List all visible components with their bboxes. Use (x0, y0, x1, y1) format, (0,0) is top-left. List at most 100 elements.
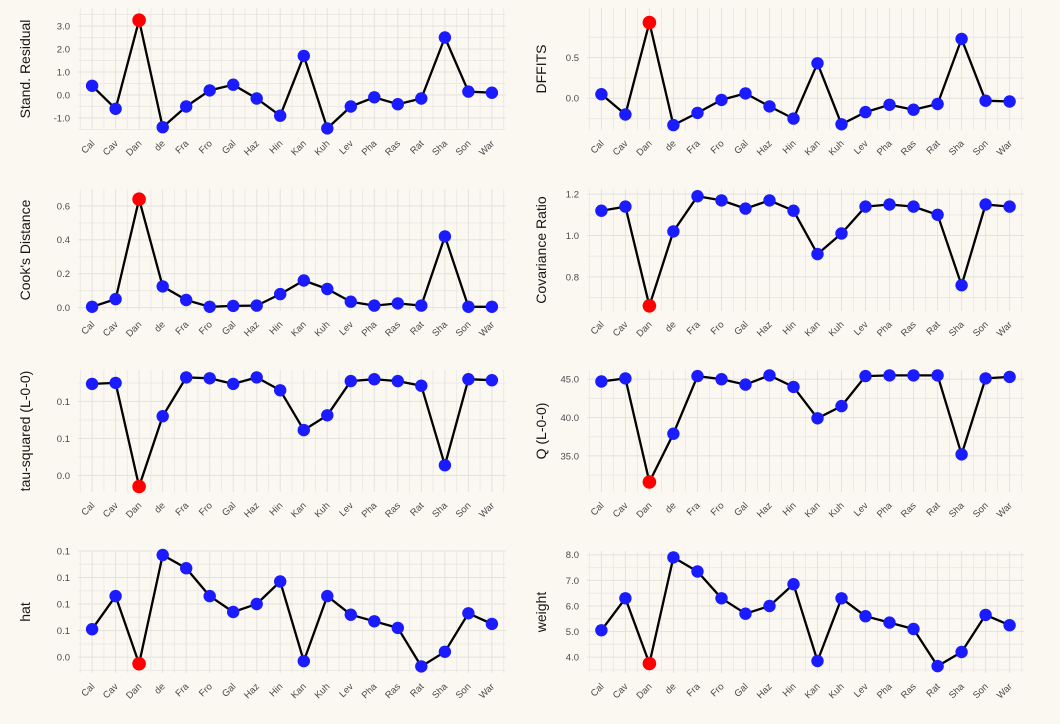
data-point-Dan-highlighted (642, 656, 657, 671)
x-tick-label: War (477, 319, 497, 339)
x-tick-label: Gal (220, 681, 238, 699)
data-point-Fro (203, 84, 216, 97)
x-tick-label: Cal (79, 681, 97, 699)
x-tick-label: Pha (360, 138, 380, 158)
y-axis-title: hat (17, 602, 33, 622)
x-tick-label: Dan (124, 500, 144, 520)
x-tick-label: de (153, 319, 168, 334)
y-axis-title: DFFITS (533, 45, 549, 94)
data-point-Sha (955, 645, 968, 659)
x-tick-label: Rat (924, 500, 942, 518)
data-point-Sha (438, 230, 452, 243)
data-point-Kan (297, 654, 310, 668)
x-tick-label: Ras (383, 138, 403, 158)
data-point-Pha (883, 616, 896, 629)
x-tick-label: Fra (173, 138, 191, 156)
data-point-Kan (811, 247, 824, 261)
x-tick-label: Gal (732, 681, 750, 699)
x-tick-label: Sha (430, 681, 450, 701)
tau-squared-chart: 0.1 0.1 0.0 Cal Cav Dan de Fra Fro Gal Haz Hin Kan Ku… (17, 370, 506, 520)
data-points (85, 192, 499, 313)
data-point-Cav (109, 376, 122, 390)
x-tick-label: Kan (803, 681, 823, 701)
series-line (600, 195, 1011, 307)
data-point-Ras (391, 98, 404, 111)
x-tick-label: Dan (124, 138, 144, 158)
data-point-Fra (691, 106, 704, 120)
x-tick-label: Cav (611, 138, 631, 158)
x-tick-label: Rat (408, 319, 426, 337)
x-tick-label: Cal (589, 500, 607, 518)
y-tick-label: 1.0 (57, 67, 70, 78)
y-axis-title: Q (L-0-0) (533, 403, 549, 460)
x-tick-label: Fra (173, 319, 191, 337)
x-tick-label: Sha (430, 500, 450, 520)
y-tick-label: 0.1 (57, 599, 70, 610)
data-point-Dan-highlighted (642, 15, 657, 30)
data-point-Rat (415, 92, 428, 105)
y-tick-label: -1.0 (54, 113, 70, 124)
data-point-Son (462, 85, 475, 98)
x-tick-label: Pha (875, 681, 895, 701)
x-tick-label: Haz (242, 138, 262, 158)
x-tick-label: Fra (685, 681, 703, 699)
y-tick-label: 8.0 (566, 550, 579, 561)
data-point-Cav (619, 108, 632, 121)
y-axis-title: tau-squared (L-0-0) (17, 371, 33, 492)
y-tick-label: 0.5 (566, 53, 579, 64)
y-tick-label: 0.8 (566, 272, 579, 283)
x-tick-label: Lev (337, 138, 356, 157)
data-point-Rat (931, 659, 944, 673)
data-point-Haz (250, 92, 263, 105)
data-point-Hin (787, 112, 800, 125)
data-point-Fra (691, 369, 704, 383)
data-point-Cav (619, 592, 632, 605)
x-tick-label: de (663, 500, 678, 515)
y-tick-label: 0.0 (57, 652, 70, 663)
y-axis-title: Covariance Ratio (533, 196, 549, 304)
data-point-Hin (274, 109, 287, 122)
x-tick-label: Fra (173, 500, 191, 518)
x-tick-label: Son (454, 500, 474, 520)
y-tick-label: 2.0 (57, 44, 70, 55)
y-tick-label: 0.6 (57, 201, 70, 212)
x-tick-label: Rat (408, 138, 426, 156)
x-tick-label: Hin (781, 500, 799, 518)
data-point-Lev (859, 105, 872, 119)
data-point-Dan-highlighted (132, 192, 146, 206)
data-point-Lev (344, 374, 357, 388)
data-point-Pha (368, 91, 381, 104)
series-line (600, 374, 1011, 484)
data-point-Kan (297, 49, 310, 63)
data-point-Kan (811, 654, 824, 668)
panel-stand-residual: 3.0 2.0 1.0 0.0 -1.0 Cal Cav Dan de Fra Fro Gal Haz H… (0, 0, 530, 181)
y-tick-label: 4.0 (566, 653, 579, 664)
x-tick-label: Kuh (313, 319, 333, 339)
x-tick-label: Cal (589, 138, 607, 156)
x-tick-label: Hin (781, 138, 799, 156)
data-point-Fro (715, 373, 728, 386)
data-point-Hin (787, 204, 800, 217)
y-tick-label: 6.0 (566, 601, 579, 612)
data-point-Fro (715, 93, 728, 107)
data-point-Hin (274, 287, 287, 301)
data-point-Sha (955, 279, 968, 292)
data-point-Fro (203, 372, 216, 385)
data-point-Son (462, 373, 475, 386)
data-point-Gal (227, 78, 240, 91)
data-points (85, 371, 499, 494)
y-tick-label: 1.2 (566, 190, 579, 201)
x-tick-label: Kuh (313, 500, 333, 520)
x-tick-label: de (663, 681, 678, 696)
data-point-Lev (859, 369, 872, 383)
x-tick-label: Gal (220, 319, 238, 337)
x-tick-label: Sha (430, 319, 450, 339)
y-tick-label: 0.0 (566, 94, 579, 105)
data-point-Son (979, 94, 992, 107)
data-point-Cav (109, 589, 122, 603)
data-point-Fra (691, 565, 704, 578)
data-point-Kuh (321, 589, 334, 603)
x-tick-label: Dan (634, 138, 654, 158)
x-tick-label: Dan (634, 319, 654, 339)
